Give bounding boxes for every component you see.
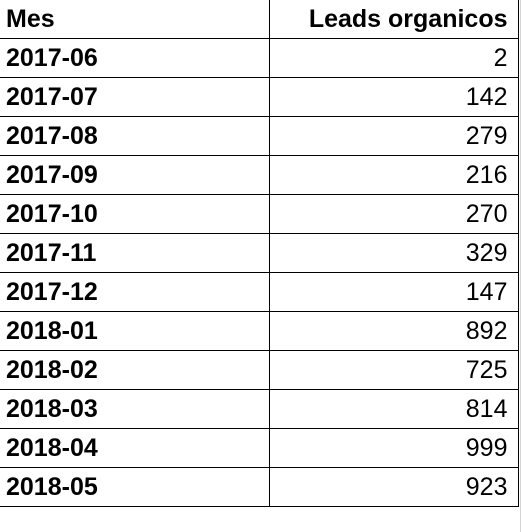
cell-mes[interactable]: 2017-08	[0, 116, 270, 156]
cell-leads[interactable]: 999	[268, 428, 519, 468]
cell-mes[interactable]: 2018-05	[0, 467, 270, 507]
cell-mes[interactable]: 2017-12	[0, 272, 270, 312]
table-row: 2017-08 279	[0, 116, 519, 156]
cell-leads[interactable]: 216	[268, 155, 519, 195]
cell-leads[interactable]: 923	[268, 467, 519, 507]
cell-mes[interactable]: 2017-09	[0, 155, 270, 195]
cell-leads[interactable]: 142	[268, 77, 519, 117]
cell-mes[interactable]: 2018-04	[0, 428, 270, 468]
table-row: 2018-02 725	[0, 350, 519, 390]
cell-mes[interactable]: 2017-06	[0, 38, 270, 78]
cell-leads[interactable]: 329	[268, 233, 519, 273]
cell-leads[interactable]: 814	[268, 389, 519, 429]
table-row: 2018-04 999	[0, 428, 519, 468]
cell-mes[interactable]: 2018-02	[0, 350, 270, 390]
table-row: 2017-12 147	[0, 272, 519, 312]
table-row: 2017-07 142	[0, 77, 519, 117]
leads-table: Mes Leads organicos 2017-06 2 2017-07 14…	[0, 0, 519, 507]
table-row: 2017-10 270	[0, 194, 519, 234]
cell-leads[interactable]: 270	[268, 194, 519, 234]
table-row: 2017-06 2	[0, 38, 519, 78]
header-leads-organicos[interactable]: Leads organicos	[268, 0, 519, 39]
cell-mes[interactable]: 2018-01	[0, 311, 270, 351]
cell-leads[interactable]: 147	[268, 272, 519, 312]
table-row: 2018-01 892	[0, 311, 519, 351]
cell-mes[interactable]: 2017-07	[0, 77, 270, 117]
cell-mes[interactable]: 2017-11	[0, 233, 270, 273]
table-header-row: Mes Leads organicos	[0, 0, 519, 39]
header-mes[interactable]: Mes	[0, 0, 270, 39]
cell-mes[interactable]: 2018-03	[0, 389, 270, 429]
table-body: 2017-06 2 2017-07 142 2017-08 279 2017-0…	[0, 38, 519, 507]
cell-leads[interactable]: 892	[268, 311, 519, 351]
table-row: 2017-11 329	[0, 233, 519, 273]
cell-leads[interactable]: 279	[268, 116, 519, 156]
cell-leads[interactable]: 725	[268, 350, 519, 390]
sheet-gridline	[520, 0, 521, 532]
cell-mes[interactable]: 2017-10	[0, 194, 270, 234]
table-row: 2018-05 923	[0, 467, 519, 507]
cell-leads[interactable]: 2	[268, 38, 519, 78]
table-row: 2017-09 216	[0, 155, 519, 195]
table-row: 2018-03 814	[0, 389, 519, 429]
